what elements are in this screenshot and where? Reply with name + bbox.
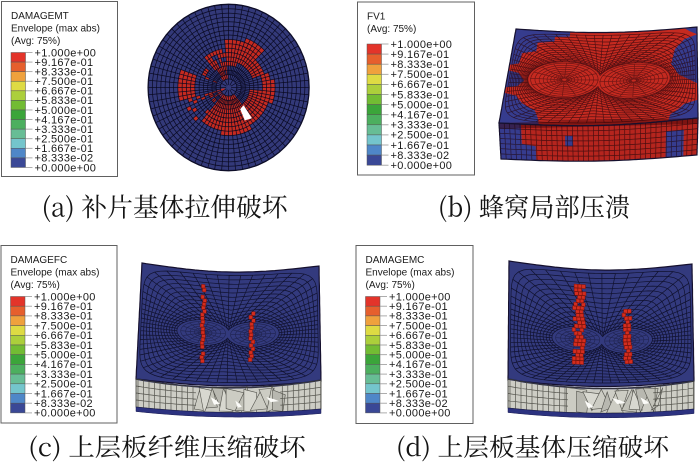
svg-text:+4.167e-01: +4.167e-01 [389, 359, 448, 371]
svg-text:+8.333e-01: +8.333e-01 [34, 311, 93, 323]
svg-text:+8.333e-02: +8.333e-02 [34, 398, 93, 410]
svg-text:+5.000e-01: +5.000e-01 [35, 105, 94, 117]
svg-text:+2.500e-01: +2.500e-01 [34, 379, 93, 391]
svg-text:+5.000e-01: +5.000e-01 [34, 350, 93, 362]
svg-text:+6.667e-01: +6.667e-01 [391, 79, 450, 91]
svg-text:+6.667e-01: +6.667e-01 [389, 330, 448, 342]
svg-text:+0.000e+00: +0.000e+00 [389, 408, 451, 420]
svg-text:+2.500e-01: +2.500e-01 [391, 130, 450, 142]
svg-text:(Avg: 75%): (Avg: 75%) [366, 280, 415, 291]
svg-text:+7.500e-01: +7.500e-01 [34, 320, 93, 332]
svg-text:+8.333e-02: +8.333e-02 [391, 150, 450, 162]
svg-text:+5.000e-01: +5.000e-01 [391, 99, 450, 111]
svg-text:+9.167e-01: +9.167e-01 [34, 301, 93, 313]
svg-text:+2.500e-01: +2.500e-01 [35, 134, 94, 146]
svg-text:+5.833e-01: +5.833e-01 [391, 89, 450, 101]
svg-text:+8.333e-01: +8.333e-01 [389, 311, 448, 323]
svg-text:+4.167e-01: +4.167e-01 [34, 359, 93, 371]
svg-text:+8.333e-01: +8.333e-01 [391, 59, 450, 71]
svg-text:+3.333e-01: +3.333e-01 [391, 120, 450, 132]
svg-text:+1.000e+00: +1.000e+00 [35, 47, 97, 59]
svg-text:+3.333e-01: +3.333e-01 [389, 369, 448, 381]
svg-text:+1.000e+00: +1.000e+00 [34, 291, 96, 303]
svg-text:DAMAGEMT: DAMAGEMT [11, 11, 69, 22]
svg-text:(Avg: 75%): (Avg: 75%) [367, 24, 416, 35]
svg-text:+1.000e+00: +1.000e+00 [391, 39, 453, 51]
svg-text:+1.667e-01: +1.667e-01 [34, 388, 93, 400]
svg-text:+1.667e-01: +1.667e-01 [389, 388, 448, 400]
svg-text:+8.333e-02: +8.333e-02 [35, 153, 94, 165]
svg-text:+3.333e-01: +3.333e-01 [35, 124, 94, 136]
svg-text:+7.500e-01: +7.500e-01 [389, 320, 448, 332]
svg-text:(Avg: 75%): (Avg: 75%) [11, 36, 60, 47]
svg-text:+1.667e-01: +1.667e-01 [35, 143, 94, 155]
svg-text:+7.500e-01: +7.500e-01 [391, 69, 450, 81]
svg-text:+5.833e-01: +5.833e-01 [34, 340, 93, 352]
svg-text:+8.333e-02: +8.333e-02 [389, 398, 448, 410]
svg-text:+6.667e-01: +6.667e-01 [35, 86, 94, 98]
svg-text:+5.833e-01: +5.833e-01 [389, 340, 448, 352]
svg-text:+0.000e+00: +0.000e+00 [34, 408, 96, 420]
svg-text:+0.000e+00: +0.000e+00 [391, 160, 453, 172]
svg-text:+9.167e-01: +9.167e-01 [391, 49, 450, 61]
svg-text:+6.667e-01: +6.667e-01 [34, 330, 93, 342]
svg-text:DAMAGEMC: DAMAGEMC [366, 255, 425, 266]
svg-text:+4.167e-01: +4.167e-01 [35, 114, 94, 126]
svg-text:+2.500e-01: +2.500e-01 [389, 379, 448, 391]
svg-text:+9.167e-01: +9.167e-01 [35, 57, 94, 69]
svg-text:(Avg: 75%): (Avg: 75%) [11, 280, 60, 291]
svg-text:Envelope (max abs): Envelope (max abs) [366, 268, 455, 279]
svg-text:+5.833e-01: +5.833e-01 [35, 95, 94, 107]
svg-text:DAMAGEFC: DAMAGEFC [11, 255, 68, 266]
svg-text:Envelope (max abs): Envelope (max abs) [11, 268, 100, 279]
svg-text:+1.667e-01: +1.667e-01 [391, 140, 450, 152]
svg-text:+5.000e-01: +5.000e-01 [389, 350, 448, 362]
svg-text:+3.333e-01: +3.333e-01 [34, 369, 93, 381]
svg-text:+8.333e-01: +8.333e-01 [35, 66, 94, 78]
svg-text:Envelope (max abs): Envelope (max abs) [11, 24, 100, 35]
svg-text:+9.167e-01: +9.167e-01 [389, 301, 448, 313]
svg-text:FV1: FV1 [367, 12, 386, 23]
svg-text:+1.000e+00: +1.000e+00 [389, 291, 451, 303]
svg-text:+7.500e-01: +7.500e-01 [35, 76, 94, 88]
svg-text:+4.167e-01: +4.167e-01 [391, 110, 450, 122]
svg-text:+0.000e+00: +0.000e+00 [35, 162, 97, 174]
